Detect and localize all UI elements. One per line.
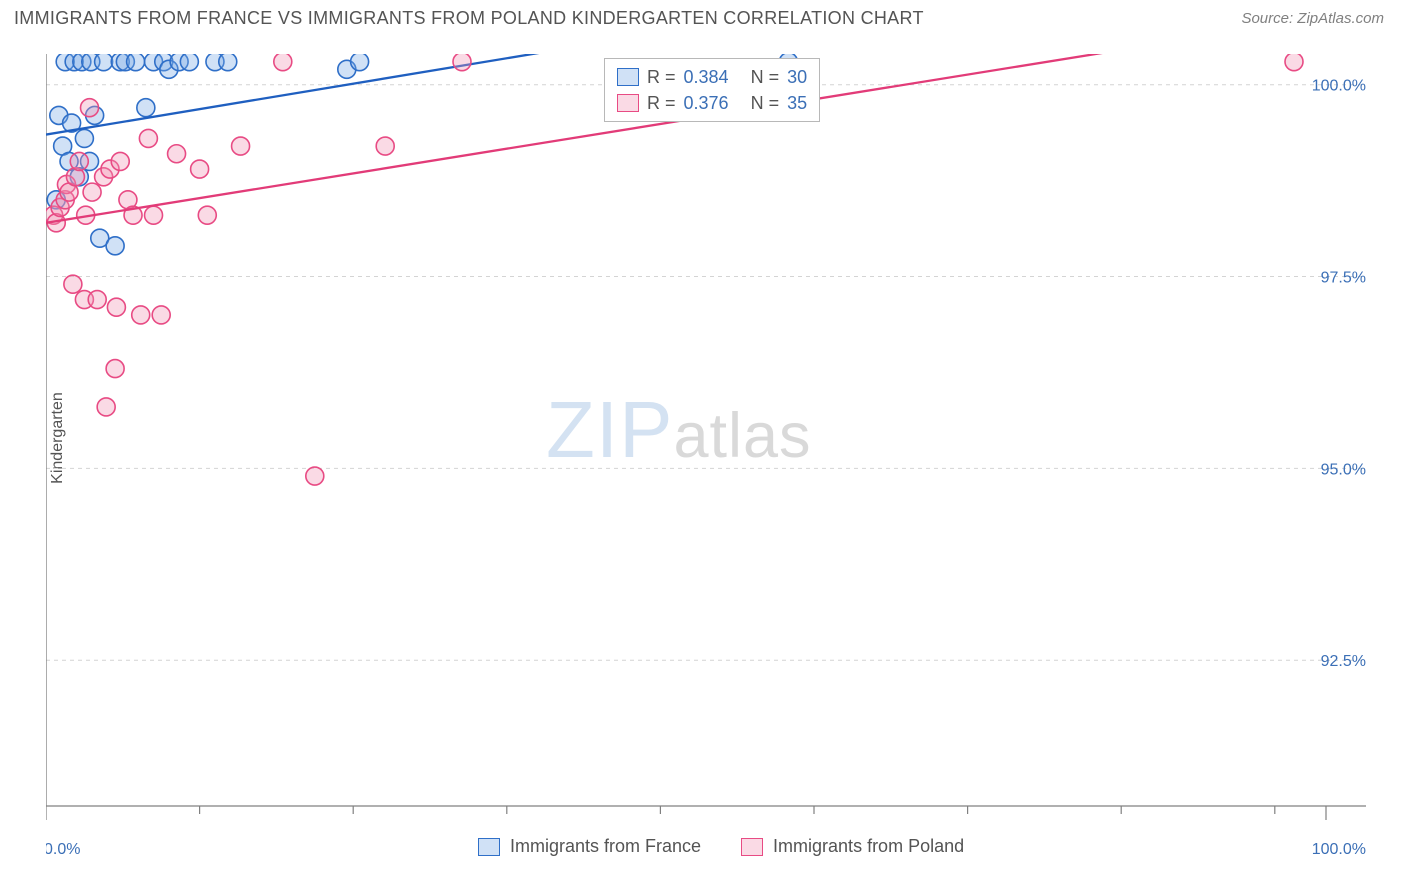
data-point [107, 298, 125, 316]
series-label: Immigrants from Poland [773, 836, 964, 857]
data-point [139, 129, 157, 147]
legend-swatch [741, 838, 763, 856]
plot-area: Kindergarten 92.5%95.0%97.5%100.0%0.0%10… [46, 54, 1366, 822]
y-tick-label: 95.0% [1321, 461, 1366, 478]
data-point [453, 54, 471, 71]
data-point [95, 54, 113, 71]
legend-swatch [478, 838, 500, 856]
legend-r-value: 0.376 [684, 90, 729, 116]
series-legend-item: Immigrants from France [478, 836, 701, 857]
stats-legend: R = 0.384 N = 30 R = 0.376 N = 35 [604, 58, 820, 122]
x-tick-label-min: 0.0% [46, 841, 80, 858]
legend-swatch [617, 68, 639, 86]
data-point [97, 398, 115, 416]
stats-legend-row: R = 0.384 N = 30 [617, 64, 807, 90]
legend-n-value: 30 [787, 64, 807, 90]
data-point [111, 152, 129, 170]
stats-legend-row: R = 0.376 N = 35 [617, 90, 807, 116]
data-point [351, 54, 369, 71]
data-point [70, 152, 88, 170]
data-point [81, 99, 99, 117]
y-tick-label: 97.5% [1321, 270, 1366, 287]
legend-n-label: N = [751, 90, 780, 116]
data-point [232, 137, 250, 155]
series-label: Immigrants from France [510, 836, 701, 857]
chart-title: IMMIGRANTS FROM FRANCE VS IMMIGRANTS FRO… [14, 8, 924, 29]
legend-n-value: 35 [787, 90, 807, 116]
data-point [75, 129, 93, 147]
data-point [88, 291, 106, 309]
source-label: Source: ZipAtlas.com [1241, 10, 1384, 27]
data-point [1285, 54, 1303, 71]
data-point [180, 54, 198, 71]
data-point [145, 206, 163, 224]
data-point [274, 54, 292, 71]
legend-r-label: R = [647, 90, 676, 116]
data-point [83, 183, 101, 201]
data-point [106, 360, 124, 378]
data-point [137, 99, 155, 117]
data-point [306, 467, 324, 485]
data-point [127, 54, 145, 71]
series-legend-item: Immigrants from Poland [741, 836, 964, 857]
legend-swatch [617, 94, 639, 112]
data-point [152, 306, 170, 324]
legend-n-label: N = [751, 64, 780, 90]
data-point [132, 306, 150, 324]
data-point [376, 137, 394, 155]
data-point [198, 206, 216, 224]
data-point [219, 54, 237, 71]
data-point [191, 160, 209, 178]
scatter-svg: 92.5% 95.0% 97.5% 100.0% 0.0% 100.0% [46, 54, 1366, 892]
y-tick-label: 100.0% [1312, 78, 1366, 95]
legend-r-value: 0.384 [684, 64, 729, 90]
data-point [106, 237, 124, 255]
legend-r-label: R = [647, 64, 676, 90]
y-tick-label: 92.5% [1321, 653, 1366, 670]
data-point [168, 145, 186, 163]
series-legend: Immigrants from France Immigrants from Po… [478, 836, 994, 857]
x-tick-label-max: 100.0% [1312, 841, 1366, 858]
data-point [64, 275, 82, 293]
